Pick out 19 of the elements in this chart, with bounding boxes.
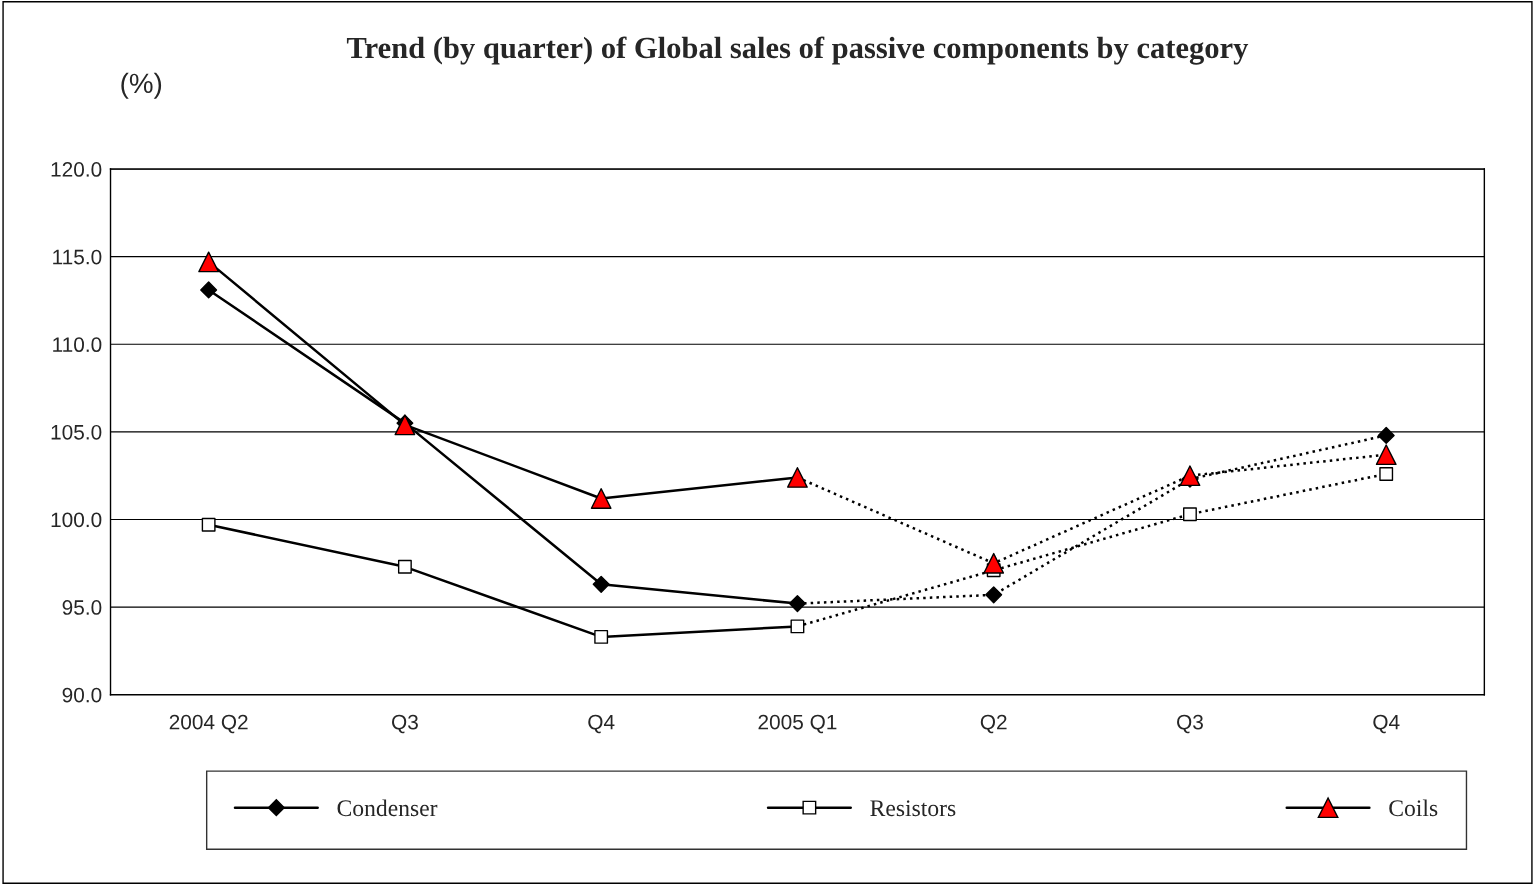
x-tick-label: Q3 xyxy=(1177,714,1203,734)
y-tick-label: 95.0 xyxy=(62,600,102,615)
y-tick-label: 105.0 xyxy=(51,424,102,440)
y-tick-label: 115.0 xyxy=(53,249,102,265)
y-tick-label: 120.0 xyxy=(51,162,102,177)
x-tick-label: 2005 Q1 xyxy=(758,714,837,734)
x-tick-label: Q4 xyxy=(588,714,615,734)
y-axis-title: (%) xyxy=(121,72,162,99)
legend-label: Resistors xyxy=(870,800,956,817)
y-tick-label: 100.0 xyxy=(51,512,102,528)
y-tick-label: 90.0 xyxy=(62,687,102,703)
x-tick-label: 2004 Q2 xyxy=(169,714,248,734)
chart-title: Trend (by quarter) of Global sales of passive components by category xyxy=(346,36,1249,65)
x-tick-label: Q3 xyxy=(392,714,418,734)
legend-label: Coils xyxy=(1389,799,1438,817)
x-tick-label: Q2 xyxy=(980,714,1007,734)
y-tick-label: 110.0 xyxy=(53,337,102,353)
x-tick-label: Q4 xyxy=(1373,714,1400,734)
legend-label: Condenser xyxy=(337,799,438,817)
